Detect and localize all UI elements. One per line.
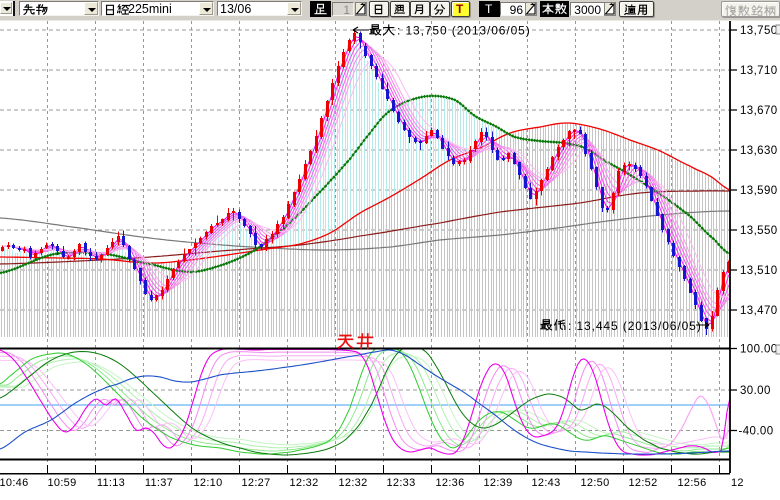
svg-text:10:46: 10:46 bbox=[0, 477, 29, 489]
svg-text:12:43: 12:43 bbox=[531, 477, 560, 489]
svg-text:12:36: 12:36 bbox=[435, 477, 464, 489]
svg-text:11:37: 11:37 bbox=[145, 477, 173, 489]
svg-text:12:39: 12:39 bbox=[483, 477, 512, 489]
svg-text:100.00: 100.00 bbox=[740, 344, 778, 356]
svg-text:30.00: 30.00 bbox=[740, 385, 771, 397]
svg-text:12:32: 12:32 bbox=[289, 477, 318, 489]
svg-text:12:10: 12:10 bbox=[193, 477, 222, 489]
svg-text:13,670: 13,670 bbox=[740, 105, 778, 117]
svg-text:13,710: 13,710 bbox=[740, 65, 778, 77]
svg-text:13,510: 13,510 bbox=[740, 265, 778, 277]
svg-text:13,550: 13,550 bbox=[740, 225, 778, 237]
svg-text:13,590: 13,590 bbox=[740, 185, 778, 197]
svg-text:-40.00: -40.00 bbox=[739, 426, 774, 438]
svg-text:12:27: 12:27 bbox=[241, 477, 270, 489]
svg-text:12:56: 12:56 bbox=[677, 477, 706, 489]
svg-text:12:50: 12:50 bbox=[580, 477, 609, 489]
svg-text:13,750: 13,750 bbox=[740, 25, 778, 37]
svg-text:12:32: 12:32 bbox=[338, 477, 367, 489]
svg-text:12:52: 12:52 bbox=[628, 477, 657, 489]
svg-text:: 13,750 (2013/06/05): : 13,750 (2013/06/05) bbox=[397, 24, 531, 38]
svg-text:: 13,445 (2013/06/05): : 13,445 (2013/06/05) bbox=[568, 319, 702, 333]
svg-text:13,470: 13,470 bbox=[740, 305, 778, 317]
svg-text:12:33: 12:33 bbox=[386, 477, 415, 489]
svg-text:10:59: 10:59 bbox=[47, 477, 76, 489]
svg-text:11:13: 11:13 bbox=[97, 477, 125, 489]
svg-text:13,630: 13,630 bbox=[740, 145, 778, 157]
svg-text:12: 12 bbox=[731, 477, 744, 489]
